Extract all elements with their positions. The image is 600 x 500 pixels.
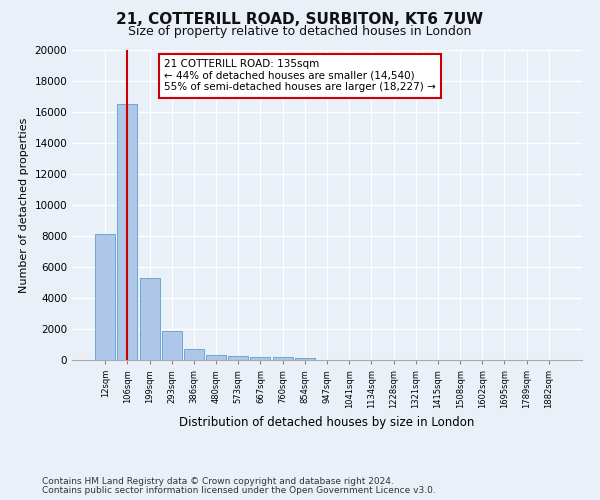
Bar [162,332,182,360]
Bar [184,349,204,360]
Text: 21 COTTERILL ROAD: 135sqm
← 44% of detached houses are smaller (14,540)
55% of s: 21 COTTERILL ROAD: 135sqm ← 44% of detac… [164,60,436,92]
Bar [206,354,226,360]
Bar [95,234,115,360]
Bar [228,356,248,360]
Text: Contains public sector information licensed under the Open Government Licence v3: Contains public sector information licen… [42,486,436,495]
Text: Contains HM Land Registry data © Crown copyright and database right 2024.: Contains HM Land Registry data © Crown c… [42,477,394,486]
Bar [272,358,293,360]
Bar [295,358,315,360]
Bar [118,104,137,360]
Text: Size of property relative to detached houses in London: Size of property relative to detached ho… [128,25,472,38]
Text: 21, COTTERILL ROAD, SURBITON, KT6 7UW: 21, COTTERILL ROAD, SURBITON, KT6 7UW [116,12,484,28]
Bar [140,278,160,360]
Bar [250,357,271,360]
X-axis label: Distribution of detached houses by size in London: Distribution of detached houses by size … [179,416,475,430]
Y-axis label: Number of detached properties: Number of detached properties [19,118,29,292]
